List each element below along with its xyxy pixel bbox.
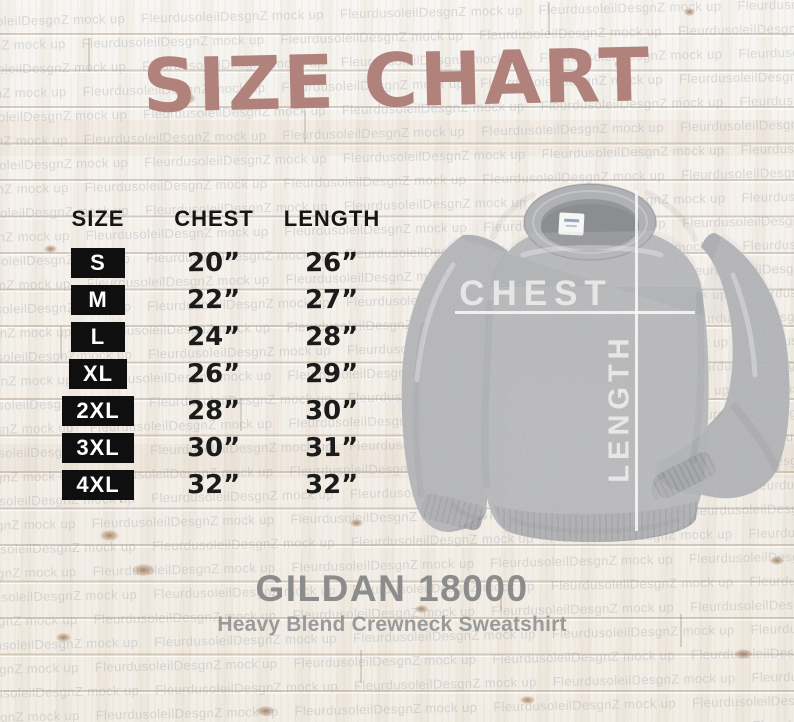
product-name: GILDAN 18000 <box>255 568 529 609</box>
table-row: L 24” 28” <box>38 318 394 355</box>
chest-value: 28” <box>187 395 241 426</box>
table-row: 2XL 28” 30” <box>38 392 394 429</box>
chest-value: 22” <box>187 284 241 315</box>
plank-joint <box>240 398 242 431</box>
sweatshirt-mockup: CHEST LENGTH <box>393 175 794 560</box>
chest-value: 32” <box>187 469 241 500</box>
wood-knot <box>770 556 784 565</box>
plank-joint <box>680 614 682 647</box>
table-row: XL 26” 29” <box>38 355 394 392</box>
table-body: S 20” 26” M 22” 27” L 24” 28” XL 26” 29” 2XL 28” 30” 3X… <box>38 244 394 503</box>
length-value: 31” <box>305 432 359 463</box>
plank-joint <box>88 38 90 71</box>
size-label-box: 3XL <box>62 432 134 463</box>
size-label-box: 4XL <box>62 469 134 500</box>
wood-knot <box>520 696 535 704</box>
size-label-box: S <box>71 247 125 278</box>
plank-joint <box>500 578 502 611</box>
length-value: 28” <box>305 321 359 352</box>
length-value: 32” <box>305 469 359 500</box>
length-measure-label: LENGTH <box>603 333 636 483</box>
wood-knot <box>100 530 119 541</box>
table-row: M 22” 27” <box>38 281 394 318</box>
sweatshirt-illustration <box>401 183 790 542</box>
length-value: 30” <box>305 395 359 426</box>
plank-joint <box>360 650 362 683</box>
plank-joint <box>304 110 306 143</box>
length-measure-line <box>635 191 638 531</box>
page-title: SIZE CHART <box>141 32 653 130</box>
table-row: 3XL 30” 31” <box>38 429 394 466</box>
wood-knot <box>256 706 275 716</box>
wood-knot <box>735 649 752 659</box>
size-label-box: M <box>71 284 125 315</box>
chest-value: 30” <box>187 432 241 463</box>
table-row: 4XL 32” 32” <box>38 466 394 503</box>
size-label-box: L <box>71 321 125 352</box>
wood-knot <box>415 605 428 613</box>
wood-knot <box>178 93 196 104</box>
wood-knot <box>132 564 155 576</box>
size-chart-table: SIZE CHEST LENGTH S 20” 26” M 22” 27” L 24” 28” X… <box>38 206 394 503</box>
wood-grain-band <box>0 120 794 156</box>
length-value: 27” <box>305 284 359 315</box>
length-value: 29” <box>305 358 359 389</box>
size-label-box: 2XL <box>62 395 134 426</box>
chest-value: 26” <box>187 358 241 389</box>
plank-joint <box>548 2 550 35</box>
wood-knot <box>44 245 57 253</box>
wood-knot <box>56 633 71 642</box>
column-header-size: SIZE <box>71 206 125 231</box>
chest-value: 20” <box>187 247 241 278</box>
wood-knot <box>350 519 363 527</box>
chest-measure-label: CHEST <box>459 274 613 313</box>
size-label-box: XL <box>68 358 128 389</box>
column-header-chest: CHEST <box>174 206 254 231</box>
chest-measure-line <box>455 311 695 314</box>
plank-joint <box>60 326 62 359</box>
length-value: 26” <box>305 247 359 278</box>
wood-knot <box>684 8 695 16</box>
table-header-row: SIZE CHEST LENGTH <box>38 206 394 232</box>
wood-knot <box>614 59 629 69</box>
chest-value: 24” <box>187 321 241 352</box>
column-header-length: LENGTH <box>283 206 381 231</box>
product-description: Heavy Blend Crewneck Sweatshirt <box>217 613 567 636</box>
table-row: S 20” 26” <box>38 244 394 281</box>
